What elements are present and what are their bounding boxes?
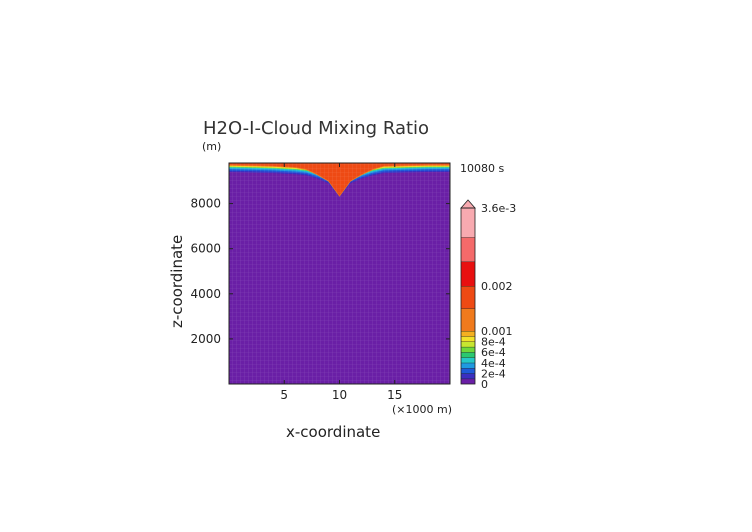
colorbar-tick-label: 0.001 [481, 325, 513, 338]
colorbar-tick-label: 8e-4 [481, 336, 506, 349]
grid-overlay [229, 163, 450, 384]
colorbar-segment [461, 368, 475, 374]
x-tick-label: 5 [280, 388, 288, 402]
colorbar-segment [461, 378, 475, 384]
colorbar-segment [461, 341, 475, 347]
colorbar-segment [461, 237, 475, 262]
y-unit-label: (m) [202, 140, 221, 153]
colorbar-segment [461, 362, 475, 369]
time-label: 10080 s [460, 162, 504, 175]
plot-area [229, 163, 450, 384]
y-tick-label: 8000 [190, 197, 221, 211]
colorbar-tick-label: 2e-4 [481, 367, 506, 380]
colorbar-frame [460, 207, 476, 385]
colorbar-extend-arrow [460, 199, 476, 209]
colorbar-segment [461, 373, 475, 379]
colorbar-segment [461, 357, 475, 363]
colorbar-tick-label: 6e-4 [481, 346, 506, 359]
colorbar-segment [461, 286, 475, 309]
colorbar-segment [461, 346, 475, 353]
chart-title: H2O-I-Cloud Mixing Ratio [203, 118, 429, 139]
y-axis-title: z-coordinate [168, 235, 186, 328]
x-axis-title: x-coordinate [286, 423, 380, 441]
colorbar-tick-label: 4e-4 [481, 357, 506, 370]
x-unit-label: (×1000 m) [392, 403, 452, 416]
colorbar-tick-label: 0 [481, 378, 488, 391]
colorbar-segment [461, 352, 475, 358]
colorbar: 02e-44e-46e-48e-40.001 0.002 3.6e-3 [460, 199, 516, 391]
y-tick-label: 2000 [190, 332, 221, 346]
y-tick-label: 6000 [190, 242, 221, 256]
colorbar-segment [461, 308, 475, 331]
colorbar-tick-label: 3.6e-3 [481, 202, 516, 215]
colorbar-tick-label: 0.002 [481, 280, 513, 293]
colorbar-segment [461, 261, 475, 286]
colorbar-segment [461, 208, 475, 238]
x-tick-label: 15 [387, 388, 402, 402]
x-tick-label: 10 [332, 388, 347, 402]
colorbar-segment [461, 336, 475, 342]
y-tick-label: 4000 [190, 287, 221, 301]
colorbar-segment [461, 331, 475, 337]
